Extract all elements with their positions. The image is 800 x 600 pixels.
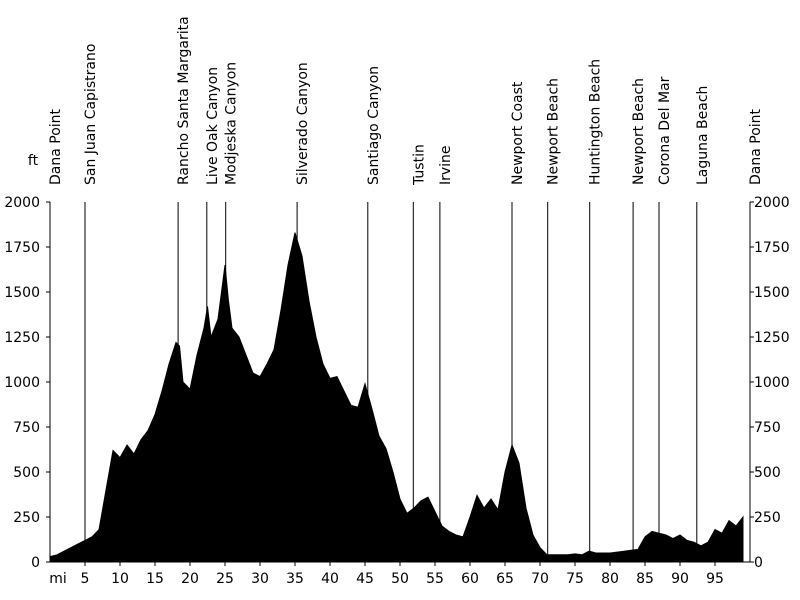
- waypoint-label: Modjeska Canyon: [224, 62, 240, 185]
- x-tick-label: 70: [531, 571, 549, 587]
- y-tick-label: 250: [13, 510, 40, 526]
- y-tick-label: 1250: [754, 330, 790, 346]
- waypoint-label: San Juan Capistrano: [83, 44, 99, 185]
- y-tick-label: 1500: [754, 285, 790, 301]
- waypoint-label: Santiago Canyon: [366, 66, 382, 185]
- x-tick-label: 65: [496, 571, 514, 587]
- x-tick-label: 10: [111, 571, 129, 587]
- y-tick-label: 750: [754, 420, 781, 436]
- y-tick-label: 1000: [4, 375, 40, 391]
- x-tick-label: 40: [321, 571, 339, 587]
- x-tick-label: 75: [566, 571, 584, 587]
- y-tick-label: 1750: [4, 240, 40, 256]
- waypoint-label: Laguna Beach: [695, 86, 711, 185]
- y-tick-label: 0: [754, 555, 763, 571]
- waypoint-label: Irvine: [438, 145, 454, 185]
- waypoint-label: Dana Point: [48, 108, 64, 185]
- y-tick-label: 1500: [4, 285, 40, 301]
- y-tick-label: 250: [754, 510, 781, 526]
- x-tick-label: 15: [146, 571, 164, 587]
- x-tick-label: 50: [391, 571, 409, 587]
- waypoint-label: Dana Point: [748, 108, 764, 185]
- x-tick-label: 35: [286, 571, 304, 587]
- y-tick-label: 2000: [4, 195, 40, 211]
- waypoint-label: Tustin: [411, 144, 427, 186]
- waypoint-label: Silverado Canyon: [295, 62, 311, 185]
- x-tick-label: 55: [426, 571, 444, 587]
- x-tick-label: 25: [216, 571, 234, 587]
- waypoint-label: Newport Beach: [546, 78, 562, 185]
- x-tick-label: 60: [461, 571, 479, 587]
- waypoint-label: Rancho Santa Margarita: [176, 16, 192, 185]
- elevation-area: [49, 232, 744, 563]
- y-tick-label: 750: [13, 420, 40, 436]
- waypoint-label: Newport Coast: [510, 81, 526, 185]
- x-unit: mi: [49, 571, 67, 587]
- x-tick-label: 95: [706, 571, 724, 587]
- x-tick-label: 85: [636, 571, 654, 587]
- y-tick-label: 500: [13, 465, 40, 481]
- waypoint-label: Corona Del Mar: [657, 76, 673, 185]
- y-tick-label: 500: [754, 465, 781, 481]
- waypoint-label: Live Oak Canyon: [205, 67, 221, 185]
- y-tick-label: 1250: [4, 330, 40, 346]
- x-tick-label: 45: [356, 571, 374, 587]
- waypoint-label: Newport Beach: [631, 78, 647, 185]
- x-tick-label: 30: [251, 571, 269, 587]
- waypoint-label: Huntington Beach: [588, 59, 604, 185]
- y-unit: ft: [28, 153, 39, 169]
- y-tick-label: 0: [31, 555, 40, 571]
- x-tick-label: 80: [601, 571, 619, 587]
- y-tick-label: 1000: [754, 375, 790, 391]
- x-tick-label: 5: [81, 571, 90, 587]
- x-tick-label: 90: [671, 571, 689, 587]
- x-tick-label: 20: [181, 571, 199, 587]
- y-tick-label: 2000: [754, 195, 790, 211]
- y-tick-label: 1750: [754, 240, 790, 256]
